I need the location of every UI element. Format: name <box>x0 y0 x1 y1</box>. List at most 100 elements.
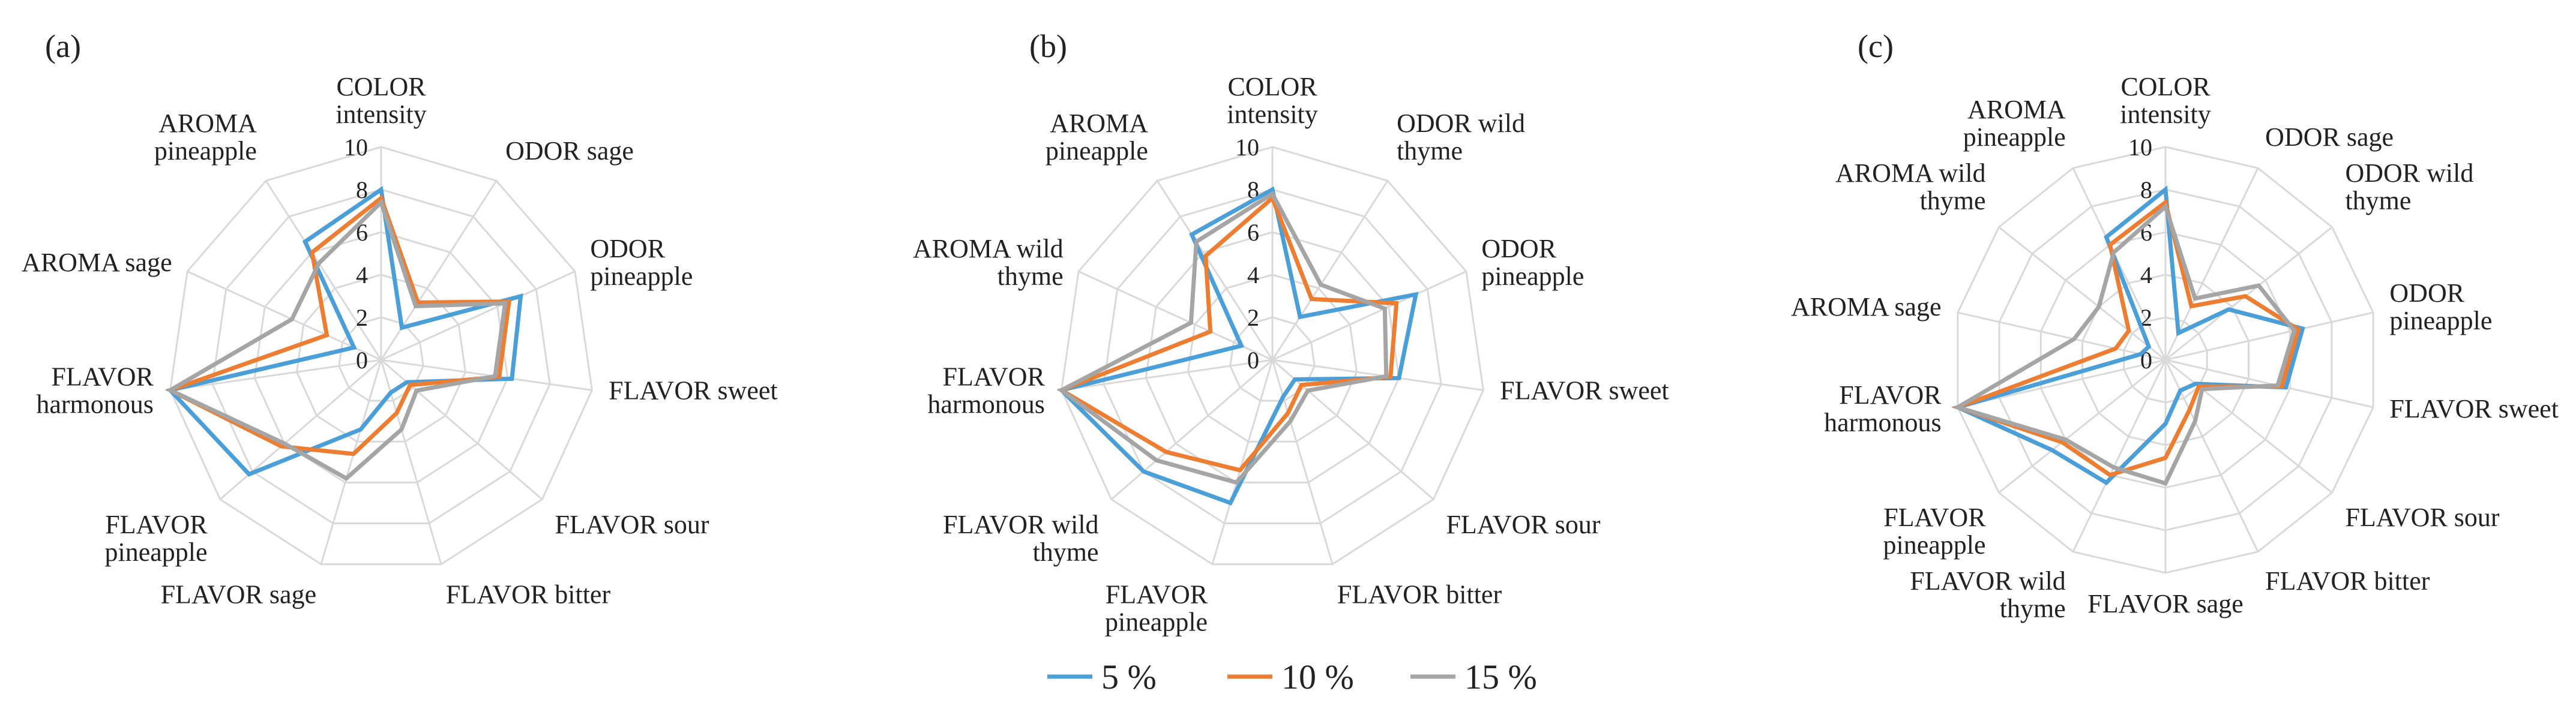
tick-label-2: 2 <box>356 304 368 331</box>
spoke <box>265 180 382 360</box>
axis-label-flavor-pineapple-c: FLAVOR pineapple <box>1883 503 1987 560</box>
spoke <box>1061 359 1273 392</box>
spoke <box>2165 359 2374 408</box>
spoke <box>2165 226 2333 361</box>
spoke <box>187 271 382 361</box>
spoke <box>381 359 592 392</box>
axis-label-flavor-sour-b: FLAVOR sour <box>1446 510 1600 539</box>
axis-label-flavor-sour-c: FLAVOR sour <box>2345 503 2499 532</box>
axis-label-flavor-sweet-a: FLAVOR sweet <box>609 376 778 405</box>
tick-label-4: 4 <box>1247 262 1259 289</box>
spoke <box>320 359 382 565</box>
panel-label-b: (b) <box>1029 28 1067 64</box>
tick-label-10: 10 <box>344 134 368 161</box>
grid-ring-6 <box>253 231 509 483</box>
legend-item-15pct: 15 % <box>1410 657 1537 696</box>
series-line-5-b <box>1057 186 1419 506</box>
spoke <box>170 359 382 392</box>
axis-label-odor-wild-thyme-c: ODOR wild thyme <box>2345 158 2473 215</box>
axis-label-odor-pineapple-a: ODOR pineapple <box>590 234 693 291</box>
spoke <box>1271 180 1389 360</box>
legend-item-10pct: 10 % <box>1227 657 1354 696</box>
axis-label-aroma-pineapple-b: AROMA pineapple <box>1046 109 1148 166</box>
tick-label-2: 2 <box>2140 304 2152 331</box>
grid-ring-6 <box>1145 231 1400 483</box>
axis-label-flavor-bitter-c: FLAVOR bitter <box>2265 566 2430 596</box>
tick-label-4: 4 <box>2140 262 2152 289</box>
series-line-15-b <box>1058 191 1389 485</box>
spoke <box>2072 359 2167 552</box>
axis-label-odor-wild-thyme-b: ODOR wild thyme <box>1397 109 1525 166</box>
tick-label-6: 6 <box>1247 219 1259 246</box>
axis-label-flavor-sage-c: FLAVOR sage <box>2087 589 2243 618</box>
axis-label-flavor-bitter-a: FLAVOR bitter <box>446 579 611 609</box>
tick-label-10: 10 <box>2128 134 2152 161</box>
grid-ring-2 <box>338 316 424 402</box>
axis-label-flavor-sweet-c: FLAVOR sweet <box>2389 394 2559 423</box>
axis-label-aroma-sage-a: AROMA sage <box>22 248 172 277</box>
axis-label-aroma-pineapple-c: AROMA pineapple <box>1963 95 2066 152</box>
legend-label-5pct: 5 % <box>1101 657 1157 696</box>
axis-label-flavor-wild-thyme-c: FLAVOR wild thyme <box>1910 566 2066 623</box>
grid-ring-8 <box>1103 188 1442 524</box>
spoke <box>2165 359 2333 494</box>
tick-label-2: 2 <box>1247 304 1259 331</box>
spoke <box>219 359 382 500</box>
spoke <box>1272 359 1484 392</box>
axis-label-flavor-sweet-b: FLAVOR sweet <box>1500 376 1669 405</box>
legend-label-10pct: 10 % <box>1281 657 1354 696</box>
axis-label-odor-pineapple-b: ODOR pineapple <box>1481 234 1584 291</box>
spoke <box>1271 359 1334 565</box>
legend-label-15pct: 15 % <box>1464 657 1537 696</box>
tick-label-10: 10 <box>1235 134 1259 161</box>
grid-ring-4 <box>295 274 467 443</box>
axis-label-color-intensity-a: COLOR intensity <box>336 72 427 129</box>
axis-label-flavor-harmonous-a: FLAVOR harmonous <box>36 362 154 419</box>
tick-label-8: 8 <box>356 176 368 203</box>
series-line-5-c <box>1951 185 2305 486</box>
legend-item-5pct: 5 % <box>1047 657 1157 696</box>
axis-label-flavor-harmonous-b: FLAVOR harmonous <box>927 362 1045 419</box>
series-line-15-c <box>1952 203 2297 486</box>
axis-label-flavor-pineapple-b: FLAVOR pineapple <box>1105 579 1208 636</box>
series-line-15-a <box>166 198 508 481</box>
grid-ring-10 <box>1061 146 1484 566</box>
axis-label-color-intensity-c: COLOR intensity <box>2120 72 2211 129</box>
axis-label-flavor-bitter-b: FLAVOR bitter <box>1337 579 1502 609</box>
axis-label-odor-pineapple-c: ODOR pineapple <box>2389 278 2492 335</box>
spoke <box>1957 311 2166 361</box>
spoke <box>2165 311 2374 361</box>
axis-label-aroma-wild-thyme-b: AROMA wild thyme <box>913 234 1064 291</box>
spoke <box>381 271 576 361</box>
spoke <box>1110 359 1273 500</box>
axis-label-flavor-sage-a: FLAVOR sage <box>161 579 317 609</box>
series-line-10-b <box>1056 194 1399 473</box>
tick-label-8: 8 <box>2140 176 2152 203</box>
axis-label-odor-sage-a: ODOR sage <box>505 136 634 166</box>
axis-label-color-intensity-b: COLOR intensity <box>1227 72 1318 129</box>
spoke <box>1272 359 1434 500</box>
spoke <box>1272 271 1467 361</box>
tick-label-0: 0 <box>1247 347 1259 374</box>
tick-label-0: 0 <box>356 347 368 374</box>
axis-label-aroma-pineapple-a: AROMA pineapple <box>154 109 257 166</box>
axis-label-flavor-sour-a: FLAVOR sour <box>555 510 709 539</box>
spoke <box>1998 226 2166 361</box>
axis-label-flavor-harmonous-c: FLAVOR harmonous <box>1824 380 1942 437</box>
axis-label-odor-sage-c: ODOR sage <box>2265 122 2394 152</box>
spoke <box>1998 359 2166 494</box>
axis-label-flavor-pineapple-a: FLAVOR pineapple <box>105 510 208 567</box>
axis-label-aroma-sage-c: AROMA sage <box>1791 292 1942 322</box>
spoke <box>1156 180 1274 360</box>
series-line-5-a <box>166 185 523 477</box>
tick-label-4: 4 <box>356 262 368 289</box>
panel-label-c: (c) <box>1858 28 1894 64</box>
panel-label-a: (a) <box>45 28 81 64</box>
spoke <box>2164 167 2259 360</box>
axis-label-flavor-wild-thyme-b: FLAVOR wild thyme <box>943 510 1099 567</box>
axis-label-aroma-wild-thyme-c: AROMA wild thyme <box>1835 158 1986 215</box>
